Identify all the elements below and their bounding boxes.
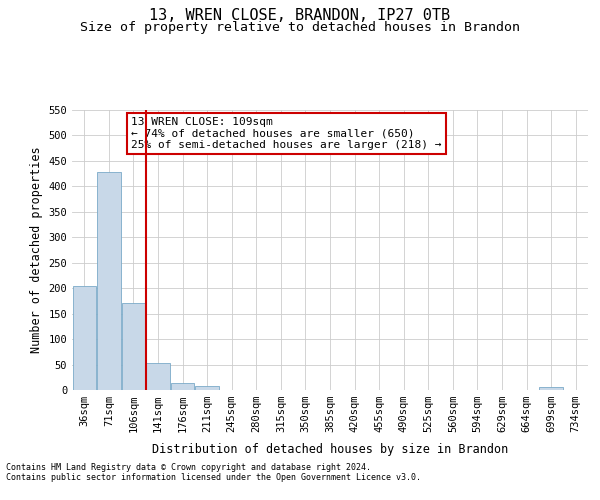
Bar — [122, 304, 145, 390]
Bar — [171, 384, 194, 390]
Text: Size of property relative to detached houses in Brandon: Size of property relative to detached ho… — [80, 21, 520, 34]
Bar — [73, 286, 96, 390]
Bar — [539, 388, 563, 390]
Text: Contains public sector information licensed under the Open Government Licence v3: Contains public sector information licen… — [6, 474, 421, 482]
Text: Contains HM Land Registry data © Crown copyright and database right 2024.: Contains HM Land Registry data © Crown c… — [6, 464, 371, 472]
Bar — [196, 386, 219, 390]
Bar — [97, 172, 121, 390]
Text: Distribution of detached houses by size in Brandon: Distribution of detached houses by size … — [152, 442, 508, 456]
Bar — [146, 363, 170, 390]
Text: 13, WREN CLOSE, BRANDON, IP27 0TB: 13, WREN CLOSE, BRANDON, IP27 0TB — [149, 8, 451, 22]
Text: 13 WREN CLOSE: 109sqm
← 74% of detached houses are smaller (650)
25% of semi-det: 13 WREN CLOSE: 109sqm ← 74% of detached … — [131, 117, 442, 150]
Y-axis label: Number of detached properties: Number of detached properties — [30, 146, 43, 354]
